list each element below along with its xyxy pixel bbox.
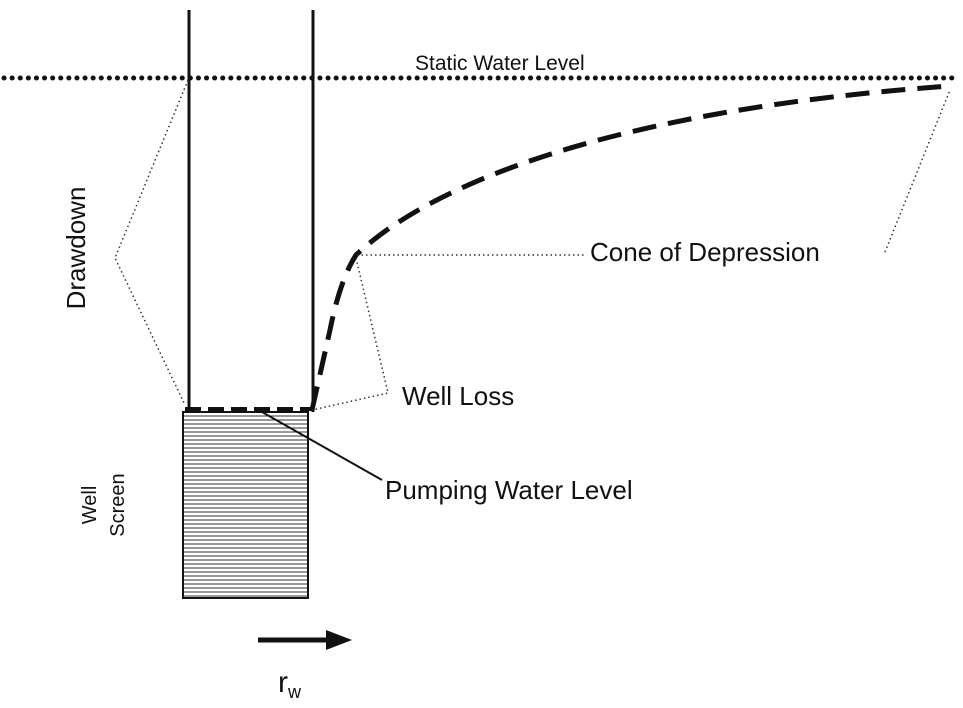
static-level-label: Static Water Level: [415, 52, 585, 75]
screen-box: [182, 411, 309, 599]
radius-arrow-head: [326, 630, 352, 650]
drawdown-label: Drawdown: [61, 187, 91, 310]
well-loss-label: Well Loss: [402, 381, 514, 411]
drawdown-leader: [114, 79, 189, 406]
pumping-label: Pumping Water Level: [385, 475, 633, 505]
cone-label: Cone of Depression: [590, 237, 820, 267]
cone-curve: [309, 83, 951, 411]
screen-label-2: Screen: [107, 473, 129, 536]
radius-label: rw: [278, 666, 302, 702]
radius-subscript: w: [287, 682, 302, 702]
well-loss-leader: [311, 257, 389, 411]
pumping-leader: [254, 407, 383, 481]
radius-symbol: r: [278, 666, 288, 699]
well-screen: [182, 411, 309, 599]
cone-leader-right: [884, 89, 951, 253]
screen-label-1: Well: [79, 486, 101, 525]
